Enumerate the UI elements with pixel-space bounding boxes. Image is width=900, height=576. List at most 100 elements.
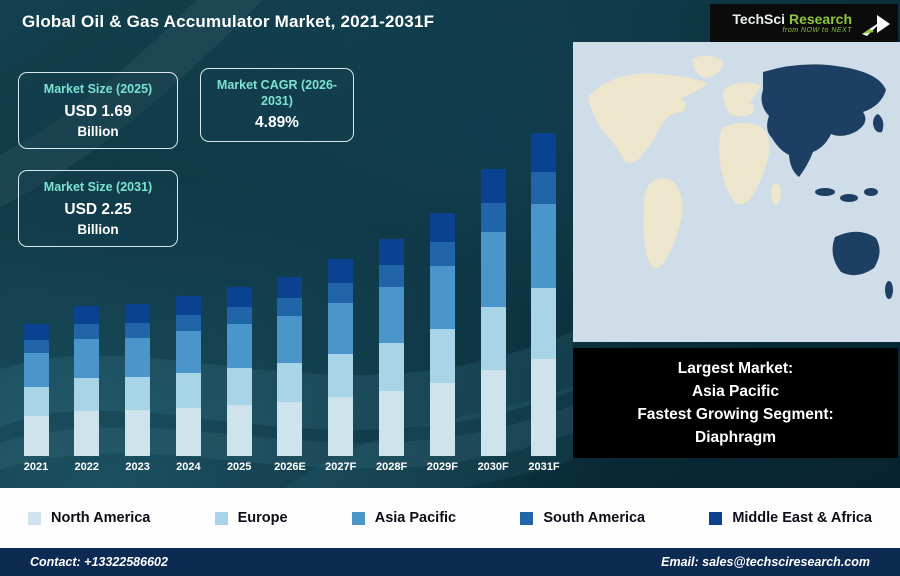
bar-segment-middle-east-africa xyxy=(226,287,252,307)
brand-name-secondary: Research xyxy=(788,10,852,27)
bar-segment-europe xyxy=(328,354,354,397)
bar-segment-asia-pacific xyxy=(480,232,506,307)
bar-segment-middle-east-africa xyxy=(23,324,49,340)
bar-column: 2021 xyxy=(14,122,58,474)
bar-column: 2022 xyxy=(65,122,109,474)
logo-arrow-icon xyxy=(862,15,890,36)
footer-contact: Contact: +13322586602 xyxy=(30,555,168,569)
bar-category-label: 2024 xyxy=(176,461,201,473)
legend-item: Asia Pacific xyxy=(351,510,456,526)
new-zealand xyxy=(885,281,893,299)
bar-segment-south-america xyxy=(226,307,252,324)
bar-segment-north-america xyxy=(23,416,49,456)
indonesia-island-2 xyxy=(840,194,858,202)
bar-segment-europe xyxy=(74,378,100,411)
info-box: Market Size (2025) USD 1.69 Billion xyxy=(18,72,178,149)
continent-asia-highlighted xyxy=(761,64,886,177)
bar-column: 2031F xyxy=(522,122,566,474)
callout-box: Largest Market: Asia Pacific Fastest Growi… xyxy=(573,348,898,458)
bar-category-label: 2028F xyxy=(375,461,408,473)
bar-category-label: 2029F xyxy=(426,461,458,473)
bar-segment-middle-east-africa xyxy=(531,133,557,172)
stacked-bar xyxy=(175,296,201,456)
bar-segment-middle-east-africa xyxy=(480,169,506,203)
bar-segment-asia-pacific xyxy=(328,303,354,354)
brand-tagline: from NOW to NEXT xyxy=(782,26,852,34)
callout-line: Fastest Growing Segment: xyxy=(637,406,834,423)
legend-label: Europe xyxy=(237,510,288,526)
brand-logo: TechSci Research from NOW to NEXT xyxy=(710,4,898,42)
stacked-bar xyxy=(328,259,354,456)
legend-label: North America xyxy=(51,510,151,526)
bar-segment-europe xyxy=(480,307,506,370)
bar-segment-asia-pacific xyxy=(74,339,100,378)
callout-line: Asia Pacific xyxy=(691,382,780,400)
bar-segment-europe xyxy=(379,343,405,391)
legend-item: North America xyxy=(28,510,150,526)
bar-chart: 2021 2022 2023 2024 2025 2026E 2027F 2028F 2029F… xyxy=(14,122,566,474)
info-box-unit: Billion xyxy=(77,221,119,237)
continent-africa xyxy=(719,122,770,205)
bar-segment-asia-pacific xyxy=(429,266,455,329)
bar-segment-north-america xyxy=(429,383,455,456)
bar-segment-south-america xyxy=(125,323,151,338)
info-box-value: USD 2.25 xyxy=(64,200,132,218)
bar-category-label: 2025 xyxy=(226,461,252,473)
bar-segment-north-america xyxy=(277,402,303,456)
bar-segment-middle-east-africa xyxy=(175,296,201,315)
map-panel xyxy=(573,42,900,342)
legend-label: Middle East & Africa xyxy=(732,510,872,526)
info-box-unit: Billion xyxy=(77,123,119,139)
bar-category-label: 2030F xyxy=(477,461,509,473)
bar-column: 2025 xyxy=(217,122,261,474)
indonesia-island-3 xyxy=(864,188,878,196)
bar-segment-middle-east-africa xyxy=(379,239,405,265)
stacked-bar xyxy=(125,304,151,456)
greenland xyxy=(692,55,724,78)
bar-segment-europe xyxy=(23,387,49,416)
legend-swatch xyxy=(520,511,534,525)
continent-europe xyxy=(722,82,761,117)
stacked-bar xyxy=(23,324,49,456)
bar-segment-south-america xyxy=(23,340,49,353)
bar-segment-middle-east-africa xyxy=(277,277,303,298)
bar-segment-asia-pacific xyxy=(531,204,557,288)
bar-segment-asia-pacific xyxy=(226,324,252,368)
info-box-label: Market CAGR (2026-2031) xyxy=(216,78,338,108)
info-box-label: Market Size (2025) xyxy=(43,82,153,96)
info-box-value: USD 1.69 xyxy=(64,102,132,120)
bar-segment-europe xyxy=(175,373,201,408)
stacked-bar xyxy=(531,133,557,456)
bar-segment-south-america xyxy=(531,172,557,204)
bar-segment-europe xyxy=(125,377,151,410)
legend-item: Europe xyxy=(214,510,288,526)
bar-segment-europe xyxy=(226,368,252,405)
bar-segment-south-america xyxy=(328,283,354,303)
bar-category-label: 2022 xyxy=(74,461,100,473)
japan xyxy=(873,114,884,133)
bar-segment-north-america xyxy=(328,397,354,456)
legend-item: South America xyxy=(520,510,645,526)
world-map xyxy=(588,55,893,299)
stacked-bar xyxy=(277,277,303,456)
bar-category-label: 2026E xyxy=(274,461,306,473)
bar-segment-asia-pacific xyxy=(379,287,405,343)
info-box-label: Market Size (2031) xyxy=(43,180,153,194)
footer-bar: Contact: +13322586602 Email: sales@techs… xyxy=(0,548,900,576)
bar-segment-north-america xyxy=(74,411,100,456)
bar-category-label: 2031F xyxy=(528,461,560,473)
bar-segment-north-america xyxy=(226,405,252,456)
legend: North America Europe Asia Pacific South Ame… xyxy=(0,488,900,548)
bar-segment-north-america xyxy=(175,408,201,456)
bar-segment-middle-east-africa xyxy=(74,306,100,324)
brand-logo-text: TechSci Research from NOW to NEXT xyxy=(732,12,852,34)
bar-segment-north-america xyxy=(379,391,405,456)
madagascar xyxy=(771,183,781,205)
bar-segment-asia-pacific xyxy=(175,331,201,373)
legend-swatch xyxy=(214,511,228,525)
footer-email: Email: sales@techsciresearch.com xyxy=(661,555,870,569)
legend-swatch xyxy=(28,511,41,525)
bar-segment-north-america xyxy=(125,410,151,456)
bar-segment-south-america xyxy=(175,315,201,331)
